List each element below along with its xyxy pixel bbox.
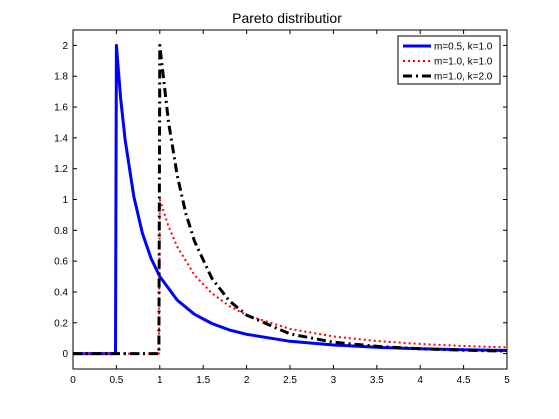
x-tick-label: 2.5 <box>283 375 297 386</box>
x-tick-label: 0.5 <box>109 375 123 386</box>
y-axis-ticks <box>73 44 507 355</box>
x-tick-label: 3.5 <box>370 375 384 386</box>
x-tick-label: 5 <box>504 375 510 386</box>
x-axis-ticks <box>72 30 508 369</box>
legend-label-3: m=1.0, k=2.0 <box>434 72 493 83</box>
y-tick-label: 1.6 <box>54 103 68 114</box>
legend-label-2: m=1.0, k=1.0 <box>434 57 493 68</box>
series-line-1 <box>73 43 508 356</box>
x-tick-label: 2 <box>244 375 250 386</box>
x-tick-label: 4 <box>417 375 423 386</box>
y-tick-label: 0.4 <box>54 287 68 298</box>
y-tick-label: 1.8 <box>54 72 68 83</box>
plot-area-background <box>73 30 507 369</box>
series-layer <box>73 43 508 356</box>
y-tick-label: 2 <box>62 41 68 52</box>
y-tick-label: 0 <box>62 349 68 360</box>
y-tick-label: 1.2 <box>54 164 68 175</box>
x-axis-tick-labels: 0 0.5 1 1.5 2 2.5 3 3.5 4 4.5 5 <box>70 375 510 386</box>
y-tick-label: 1.4 <box>54 133 68 144</box>
series-line-2 <box>73 198 508 355</box>
x-tick-label: 3 <box>331 375 337 386</box>
y-tick-label: 0.2 <box>54 318 68 329</box>
y-tick-label: 0.8 <box>54 226 68 237</box>
legend-entries: m=0.5, k=1.0 m=1.0, k=1.0 m=1.0, k=2.0 <box>403 42 493 83</box>
legend-label-1: m=0.5, k=1.0 <box>434 42 493 53</box>
x-tick-label: 0 <box>70 375 76 386</box>
y-axis-tick-labels: 0 0.2 0.4 0.6 0.8 1 1.2 1.4 1.6 1.8 2 <box>54 41 68 360</box>
x-tick-label: 1 <box>157 375 163 386</box>
series-line-3 <box>73 43 508 356</box>
legend: m=0.5, k=1.0 m=1.0, k=1.0 m=1.0, k=2.0 <box>397 35 501 85</box>
chart-title: Pareto distributior <box>232 10 342 26</box>
y-tick-label: 0.6 <box>54 257 68 268</box>
x-tick-label: 1.5 <box>196 375 210 386</box>
y-tick-label: 1 <box>62 195 68 206</box>
x-tick-label: 4.5 <box>457 375 471 386</box>
